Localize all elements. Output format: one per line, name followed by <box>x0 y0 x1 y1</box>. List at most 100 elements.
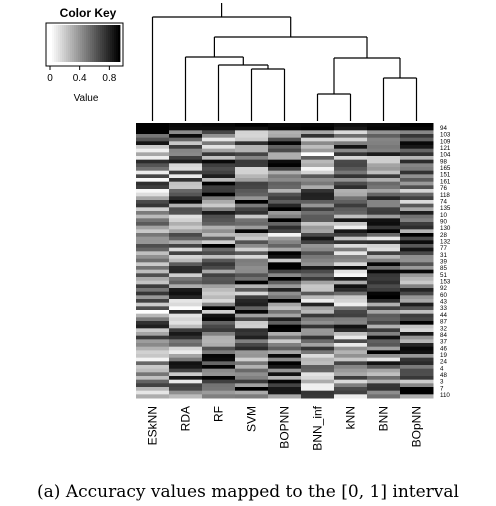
color-key-swatch <box>98 25 101 62</box>
heatmap-cell <box>202 203 236 208</box>
heatmap-cell <box>367 376 401 381</box>
heatmap-cell <box>400 372 434 377</box>
heatmap-cell <box>334 251 368 256</box>
heatmap-cell <box>169 178 203 183</box>
heatmap-cell <box>136 196 170 201</box>
heatmap-cell <box>136 141 170 146</box>
heatmap-cell <box>301 233 335 238</box>
heatmap-cell <box>235 130 269 135</box>
heatmap-cell <box>367 291 401 296</box>
heatmap-cell <box>235 185 269 190</box>
heatmap-cell <box>169 335 203 340</box>
heatmap-cell <box>202 343 236 348</box>
heatmap-cell <box>301 196 335 201</box>
color-key-gradient <box>50 25 121 62</box>
heatmap-cell <box>367 324 401 329</box>
heatmap-cell <box>301 280 335 285</box>
heatmap-cell <box>301 262 335 267</box>
color-key-swatch <box>118 25 121 62</box>
heatmap-cell <box>367 244 401 249</box>
heatmap-cell <box>400 244 434 249</box>
heatmap-cell <box>301 376 335 381</box>
heatmap-cell <box>169 306 203 311</box>
row-label: 19 <box>440 352 447 359</box>
heatmap-cell <box>367 145 401 150</box>
heatmap-cell <box>400 189 434 194</box>
heatmap-cell <box>268 299 302 304</box>
heatmap-cell <box>334 368 368 373</box>
heatmap-cell <box>301 240 335 245</box>
heatmap-cell <box>268 365 302 370</box>
heatmap-cell <box>268 343 302 348</box>
heatmap-cell <box>235 178 269 183</box>
heatmap-cell <box>268 255 302 260</box>
heatmap-cell <box>169 387 203 392</box>
heatmap-cell <box>169 262 203 267</box>
color-key-tick-label: 0.4 <box>73 73 87 84</box>
heatmap-cell <box>367 170 401 175</box>
row-label: 92 <box>440 285 447 292</box>
heatmap-cell <box>169 189 203 194</box>
color-key-swatch <box>90 25 93 62</box>
heatmap-cell <box>334 258 368 263</box>
heatmap-cell <box>334 222 368 227</box>
heatmap-cell <box>202 284 236 289</box>
heatmap-cell <box>169 383 203 388</box>
heatmap-cell <box>268 218 302 223</box>
heatmap-cell <box>334 277 368 282</box>
row-label: 4 <box>440 365 444 372</box>
heatmap-cell <box>235 379 269 384</box>
heatmap-cell <box>301 159 335 164</box>
heatmap-cell <box>136 126 170 131</box>
heatmap-cell <box>334 152 368 157</box>
heatmap-cell <box>136 387 170 392</box>
heatmap-cell <box>202 335 236 340</box>
heatmap-cell <box>301 372 335 377</box>
heatmap-cell <box>136 346 170 351</box>
heatmap-cell <box>169 126 203 131</box>
heatmap-cell <box>334 350 368 355</box>
heatmap-cell <box>136 192 170 197</box>
heatmap-cell <box>400 317 434 322</box>
heatmap-cell <box>268 354 302 359</box>
heatmap-cell <box>169 372 203 377</box>
heatmap-cell <box>301 203 335 208</box>
heatmap-cell <box>136 295 170 300</box>
heatmap-cell <box>400 130 434 135</box>
heatmap-cell <box>268 346 302 351</box>
row-label: 98 <box>440 158 447 165</box>
heatmap-cell <box>400 134 434 139</box>
heatmap-cell <box>334 123 368 128</box>
heatmap-cell <box>334 306 368 311</box>
heatmap-cell <box>202 288 236 293</box>
heatmap-cell <box>136 185 170 190</box>
heatmap-cell <box>235 211 269 216</box>
heatmap-cell <box>301 130 335 135</box>
heatmap-cell <box>268 222 302 227</box>
heatmap-cell <box>268 313 302 318</box>
heatmap-cell <box>334 225 368 230</box>
heatmap-cell <box>202 266 236 271</box>
heatmap-cell <box>136 211 170 216</box>
heatmap-cell <box>169 192 203 197</box>
heatmap-cell <box>136 273 170 278</box>
heatmap-cell <box>202 368 236 373</box>
row-label: 28 <box>440 232 447 239</box>
heatmap-cell <box>334 126 368 131</box>
heatmap-cell <box>268 372 302 377</box>
heatmap-cell <box>367 211 401 216</box>
heatmap-cell <box>136 376 170 381</box>
heatmap-cell <box>268 339 302 344</box>
heatmap-cell <box>367 328 401 333</box>
heatmap-cell <box>400 123 434 128</box>
heatmap-cell <box>367 255 401 260</box>
heatmap-cell <box>367 280 401 285</box>
heatmap-cell <box>400 310 434 315</box>
heatmap-cell <box>400 218 434 223</box>
heatmap-cell <box>235 383 269 388</box>
heatmap-cell <box>136 302 170 307</box>
heatmap-cell <box>268 332 302 337</box>
heatmap-cell <box>301 229 335 234</box>
heatmap-cell <box>367 346 401 351</box>
color-key-swatch <box>96 25 99 62</box>
